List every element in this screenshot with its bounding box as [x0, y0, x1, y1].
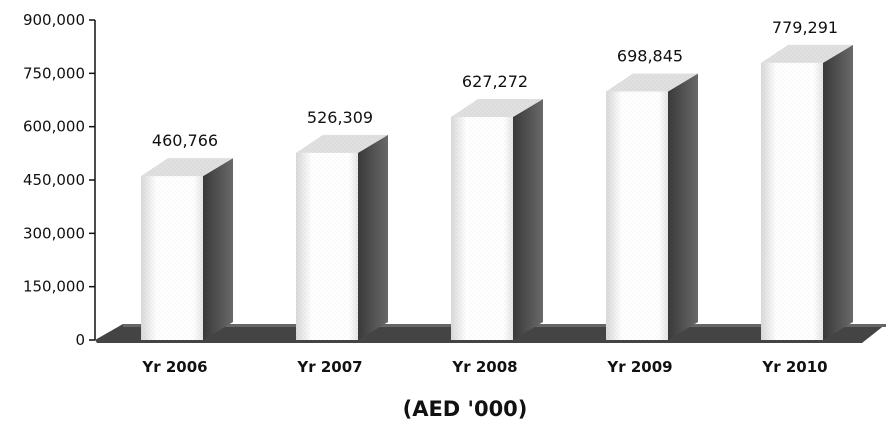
- data-label: 526,309: [307, 108, 373, 127]
- bar-front-texture: [761, 62, 823, 340]
- data-label: 698,845: [617, 47, 683, 66]
- bar-5: [761, 44, 853, 340]
- bar-side-texture: [513, 98, 543, 340]
- y-tick-label: 750,000: [23, 64, 85, 82]
- x-tick-label: Yr 2006: [141, 358, 207, 376]
- x-tick-label: Yr 2010: [761, 358, 827, 376]
- unit-label: (AED '000): [403, 397, 528, 421]
- bars-group: [141, 44, 853, 340]
- bar-front-texture: [296, 152, 358, 340]
- bar-top-texture: [761, 44, 853, 63]
- bar-side-texture: [668, 73, 698, 340]
- x-tick-label: Yr 2007: [296, 358, 362, 376]
- labels-group: 460,766 Yr 2006 526,309 Yr 2007 627,272 Yr 20…: [141, 18, 838, 376]
- bar-front-texture: [141, 176, 203, 340]
- bar-1: [141, 158, 233, 340]
- data-label: 779,291: [772, 18, 838, 37]
- y-tick-label: 900,000: [23, 11, 85, 29]
- y-axis: 0 150,000 300,000 450,000 600,000 750,000 900,…: [23, 11, 96, 349]
- y-tick-label: 300,000: [23, 224, 85, 242]
- bar-top-texture: [606, 73, 698, 92]
- y-tick-label: 600,000: [23, 118, 85, 136]
- bar-3: [451, 98, 543, 340]
- x-tick-label: Yr 2008: [451, 358, 517, 376]
- bar-side-texture: [203, 158, 233, 340]
- data-label: 460,766: [152, 131, 218, 150]
- data-label: 627,272: [462, 72, 528, 91]
- y-tick-label: 0: [75, 331, 85, 349]
- bar-side-texture: [823, 44, 853, 340]
- bar-top-texture: [296, 134, 388, 153]
- y-tick-label: 450,000: [23, 171, 85, 189]
- bar-4: [606, 73, 698, 340]
- bar-2: [296, 134, 388, 340]
- bar-top-texture: [141, 158, 233, 177]
- bar-side-texture: [358, 134, 388, 340]
- bar-front-texture: [451, 116, 513, 340]
- bar-front-texture: [606, 91, 668, 340]
- x-tick-label: Yr 2009: [606, 358, 672, 376]
- y-tick-label: 150,000: [23, 278, 85, 296]
- bar-top-texture: [451, 98, 543, 117]
